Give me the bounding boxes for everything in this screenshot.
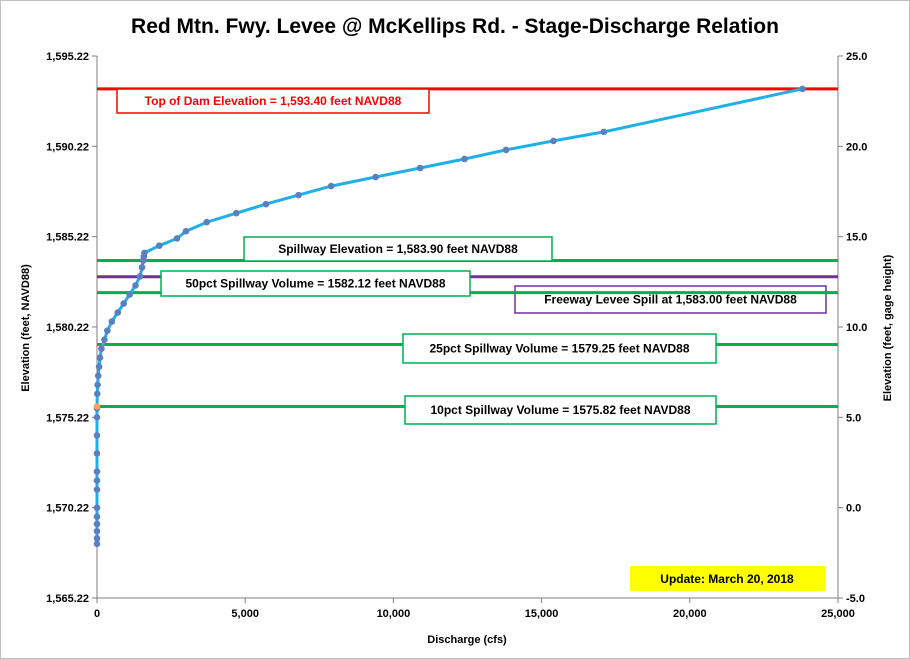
data-point — [126, 291, 133, 298]
data-point — [93, 504, 101, 511]
data-point — [94, 381, 101, 389]
data-point — [416, 164, 424, 172]
data-point — [93, 450, 101, 457]
y-axis-left-label: Elevation (feet, NAVD88) — [20, 264, 32, 392]
y-right-tick-label: 0.0 — [846, 503, 861, 515]
data-point — [550, 137, 557, 145]
data-point — [93, 403, 101, 410]
data-point — [93, 535, 101, 542]
data-point — [155, 242, 163, 249]
reference-label: 10pct Spillway Volume = 1575.82 feet NAV… — [430, 403, 690, 417]
data-point — [93, 477, 101, 484]
y-right-tick-label: -5.0 — [846, 593, 865, 605]
data-point — [108, 318, 116, 325]
data-point — [114, 309, 122, 316]
data-point — [93, 390, 101, 398]
data-point — [93, 527, 101, 535]
data-point — [372, 173, 379, 181]
y-right-tick-label: 10.0 — [846, 322, 867, 334]
y-axis-right-label: Elevation (feet, gage height) — [882, 254, 894, 401]
x-tick-label: 20,000 — [673, 608, 707, 620]
data-point — [120, 300, 127, 307]
data-point — [94, 372, 102, 380]
reference-label-box — [116, 88, 430, 114]
data-point — [233, 209, 240, 217]
y-left-tick-label: 1,590.22 — [46, 141, 89, 153]
y-left-tick-label: 1,570.22 — [46, 503, 89, 515]
x-tick-label: 25,000 — [821, 608, 855, 620]
x-tick-label: 10,000 — [377, 608, 411, 620]
reference-label-box — [402, 333, 717, 364]
data-point — [327, 182, 335, 190]
data-point — [93, 468, 101, 475]
x-tick-label: 0 — [94, 608, 100, 620]
data-point — [502, 146, 510, 154]
data-point — [104, 327, 111, 334]
data-point — [461, 155, 468, 163]
y-right-tick-label: 25.0 — [846, 51, 867, 63]
y-left-tick-label: 1,565.22 — [46, 593, 89, 605]
data-point — [182, 227, 190, 235]
series-line — [95, 87, 803, 544]
data-point — [93, 486, 101, 493]
x-tick-label: 15,000 — [525, 608, 559, 620]
y-left-tick-label: 1,580.22 — [46, 322, 89, 334]
reference-label: Top of Dam Elevation = 1,593.40 feet NAV… — [145, 94, 402, 108]
reference-label: 50pct Spillway Volume = 1582.12 feet NAV… — [185, 277, 445, 291]
y-right-tick-label: 15.0 — [846, 232, 867, 244]
reference-label-box — [404, 395, 717, 425]
y-left-tick-label: 1,585.22 — [46, 232, 89, 244]
data-point — [600, 128, 608, 136]
data-point — [136, 273, 144, 280]
data-point — [93, 520, 101, 528]
data-point — [93, 513, 101, 520]
y-left-tick-label: 1,595.22 — [46, 51, 89, 63]
data-point — [138, 264, 146, 271]
reference-label-box — [160, 270, 471, 297]
data-point — [95, 363, 103, 371]
data-point — [96, 354, 104, 362]
data-point — [799, 85, 806, 93]
data-point — [141, 249, 148, 257]
data-point — [93, 414, 101, 421]
y-right-tick-label: 20.0 — [846, 141, 867, 153]
x-axis-label: Discharge (cfs) — [427, 634, 507, 646]
data-point — [262, 200, 270, 208]
chart-title: Red Mtn. Fwy. Levee @ McKellips Rd. - St… — [131, 15, 779, 38]
reference-label-box — [514, 285, 827, 314]
data-point — [203, 218, 210, 226]
reference-label: Freeway Levee Spill at 1,583.00 feet NAV… — [544, 293, 797, 307]
data-point — [101, 336, 108, 343]
data-point — [295, 191, 302, 199]
data-point — [98, 345, 105, 352]
y-left-tick-label: 1,575.22 — [46, 412, 89, 424]
data-point — [93, 432, 101, 439]
data-point — [173, 235, 181, 242]
update-label: Update: March 20, 2018 — [660, 572, 794, 586]
data-point — [93, 540, 101, 548]
update-badge — [630, 566, 825, 591]
y-right-tick-label: 5.0 — [846, 412, 861, 424]
x-tick-label: 5,000 — [231, 608, 259, 620]
data-point — [132, 282, 139, 289]
reference-label-box — [243, 236, 553, 262]
reference-label: 25pct Spillway Volume = 1579.25 feet NAV… — [429, 342, 689, 356]
reference-label: Spillway Elevation = 1,583.90 feet NAVD8… — [278, 242, 518, 256]
